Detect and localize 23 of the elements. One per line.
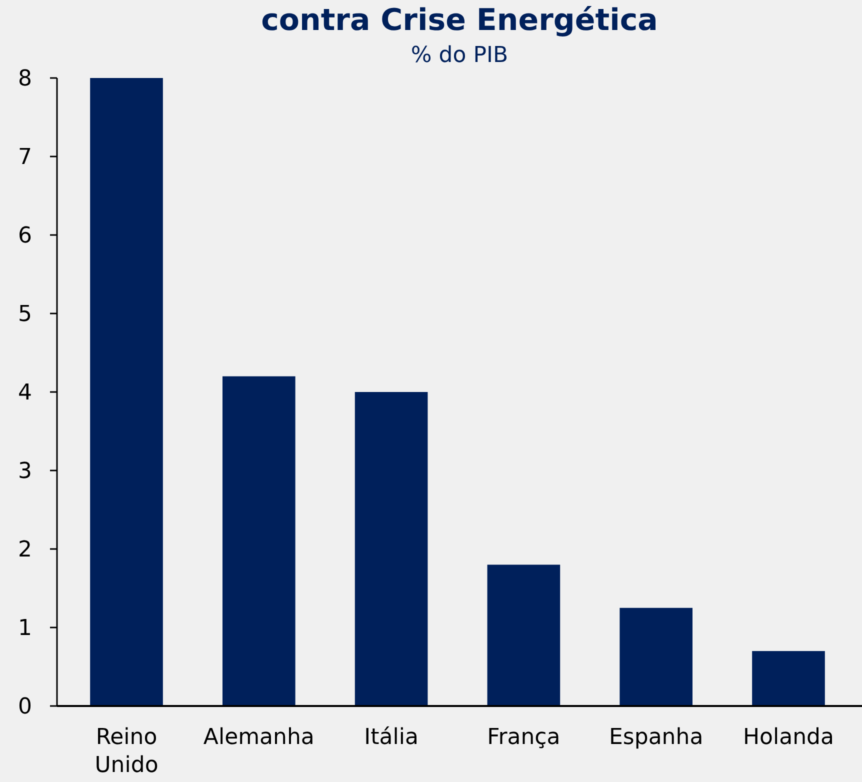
- x-tick-label: França: [487, 725, 560, 750]
- bar: [90, 78, 163, 706]
- y-tick-label: 2: [18, 538, 32, 563]
- x-tick-label: Holanda: [742, 725, 834, 750]
- y-tick-label: 1: [18, 616, 32, 642]
- chart-subtitle: % do PIB: [410, 43, 508, 68]
- y-tick-label: 3: [18, 459, 32, 484]
- y-tick-label: 6: [18, 224, 32, 249]
- x-tick-label: Alemanha: [203, 725, 314, 750]
- y-tick-label: 4: [18, 380, 32, 406]
- chart-title: contra Crise Energética: [261, 3, 658, 38]
- y-tick-label: 5: [18, 302, 32, 328]
- x-tick-label: Itália: [364, 725, 418, 750]
- x-tick-label: Espanha: [609, 725, 704, 750]
- x-tick-label: Reino Unido: [94, 725, 158, 778]
- y-tick-label: 7: [18, 145, 32, 170]
- bar: [354, 392, 428, 706]
- bar: [222, 376, 296, 706]
- bar: [752, 651, 825, 706]
- y-tick-label: 8: [18, 66, 32, 92]
- y-tick-label: 0: [18, 694, 32, 720]
- bar: [487, 564, 560, 706]
- bar: [620, 608, 693, 706]
